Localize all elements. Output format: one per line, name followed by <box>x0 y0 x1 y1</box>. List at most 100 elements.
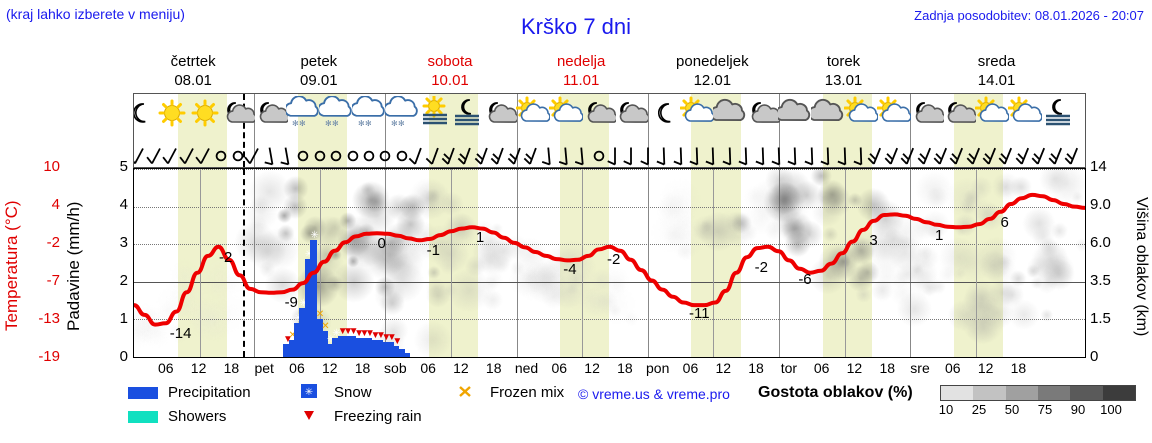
day-name: torek <box>826 53 861 70</box>
day-name: petek <box>300 53 338 70</box>
current-time-marker <box>243 94 246 167</box>
vertical-gridline <box>713 169 715 357</box>
day-separator <box>910 94 912 167</box>
temperature-value-label: 6 <box>1000 213 1009 231</box>
wind-barb-icon <box>274 140 300 167</box>
freezing-rain-icon: ▼ <box>365 328 375 340</box>
time-tick-label: pet <box>254 360 274 376</box>
snow-icon: ✳ <box>299 298 308 310</box>
day-header-1: četrtek 08.01 <box>133 52 253 92</box>
legend-showers: Showers <box>128 408 226 425</box>
time-tick-label: 12 <box>321 360 338 376</box>
time-tick-label: 18 <box>879 360 896 376</box>
day-name: četrtek <box>170 53 216 70</box>
wind-barb-icon <box>1045 140 1071 167</box>
wind-barb-icon <box>832 140 858 167</box>
wind-barb-icon <box>635 140 661 167</box>
vertical-gridline <box>451 169 452 357</box>
snow-cloud-icon: ✻ ✻ <box>383 95 419 132</box>
precipitation-swatch-icon <box>128 387 158 400</box>
day-name: nedelja <box>556 53 606 70</box>
cloud-icon <box>807 96 845 132</box>
svg-text:✻: ✻ <box>332 119 339 128</box>
time-tick-label: sre <box>910 360 930 376</box>
legend-snow: ✳ Snow <box>294 384 372 402</box>
time-tick-label: 06 <box>813 360 830 376</box>
weather-icon-wind-panel: ✻ ✻ ✻ ✻ ✻ ✻ ✻ ✻ <box>133 93 1086 168</box>
temperature-tick: 4 <box>51 196 60 213</box>
day-date: 12.01 <box>693 72 732 89</box>
temperature-tick: -7 <box>46 272 60 289</box>
temperature-tick: -13 <box>38 310 60 327</box>
sun-cloud-icon <box>1007 96 1043 132</box>
svg-text:✻: ✻ <box>292 119 299 128</box>
wind-barb-icon <box>979 140 1005 167</box>
snow-cloud-icon: ✻ ✻ <box>317 95 353 132</box>
wind-calm-icon <box>372 140 398 167</box>
wind-barb-icon <box>176 140 202 167</box>
svg-text:✳: ✳ <box>305 387 313 398</box>
moon-fog-icon <box>1041 96 1075 132</box>
wind-barb-icon <box>569 140 595 167</box>
cloud-density-legend-title: Gostota oblakov (%) <box>758 384 913 401</box>
wind-barb-icon <box>536 140 562 167</box>
wind-barb-icon <box>159 140 185 167</box>
legend-freezing-rain-label: Freezing rain <box>334 408 422 425</box>
wind-barb-icon <box>471 140 497 167</box>
cloud-density-swatch <box>1037 386 1071 400</box>
current-time-marker <box>243 169 246 357</box>
cloud-density-swatch <box>941 386 974 400</box>
freezing-rain-icon <box>294 408 324 426</box>
precipitation-tick: 1 <box>119 310 128 327</box>
temperature-axis-title: Temperatura (°C) <box>2 200 21 332</box>
wind-barb-icon <box>258 140 284 167</box>
snow-icon: ✳ <box>326 333 336 345</box>
freezing-rain-icon: ▼ <box>348 326 359 338</box>
freezing-rain-icon: ▼ <box>337 326 348 338</box>
wind-barb-icon <box>487 140 513 167</box>
time-tick-label: 12 <box>584 360 600 376</box>
horizontal-gridline <box>134 357 1085 358</box>
freezing-rain-icon: ▼ <box>392 335 403 347</box>
precipitation-bar <box>365 338 373 357</box>
precipitation-axis-title: Padavine (mm/h) <box>64 201 83 331</box>
wind-calm-icon <box>225 140 251 167</box>
temperature-value-label: -6 <box>798 270 812 288</box>
cloud-density-swatch <box>1102 386 1135 400</box>
wind-barb-icon <box>930 140 956 167</box>
precipitation-axis-ticks: 5 4 3 2 1 0 <box>92 158 128 370</box>
precipitation-tick: 0 <box>119 348 128 365</box>
precipitation-bar <box>293 323 301 357</box>
wind-barb-icon <box>1028 140 1054 167</box>
wind-barb-row <box>134 140 1085 167</box>
wind-barb-icon <box>618 140 644 167</box>
showers-swatch-icon <box>128 411 158 424</box>
sun-fog-icon <box>418 94 452 132</box>
precipitation-bar <box>283 343 291 357</box>
snow-icon: ✳ <box>310 230 319 242</box>
cloud-density-scale-label: 50 <box>1004 402 1020 417</box>
wind-barb-icon <box>750 140 776 167</box>
svg-text:✻: ✻ <box>325 119 332 128</box>
vertical-gridline <box>975 169 977 357</box>
legend-showers-label: Showers <box>168 408 227 425</box>
wind-barb-icon <box>241 140 267 167</box>
last-updated: Zadnja posodobitev: 08.01.2026 - 20:07 <box>914 8 1144 23</box>
snow-icon: ✳ <box>332 328 341 340</box>
wind-barb-icon <box>192 140 218 167</box>
temperature-curve <box>134 192 1085 327</box>
svg-text:✻: ✻ <box>358 119 365 128</box>
day-header-row: četrtek 08.01 petek 09.01 sobota 10.01 nedelja… <box>133 52 1086 92</box>
credit-link[interactable]: © vreme.us & vreme.pro <box>578 386 730 402</box>
time-tick-label: 06 <box>551 360 568 376</box>
time-tick-label: 12 <box>190 360 207 376</box>
day-name: sreda <box>977 53 1016 70</box>
wind-calm-icon <box>323 140 349 167</box>
day-separator <box>647 94 649 167</box>
cloud-height-tick: 9.0 <box>1090 196 1111 213</box>
moon-cloud-icon <box>483 96 519 132</box>
precipitation-bar <box>288 340 296 357</box>
time-tick-label: 18 <box>485 360 502 376</box>
frozen-mix-icon: ✕ <box>315 309 325 321</box>
